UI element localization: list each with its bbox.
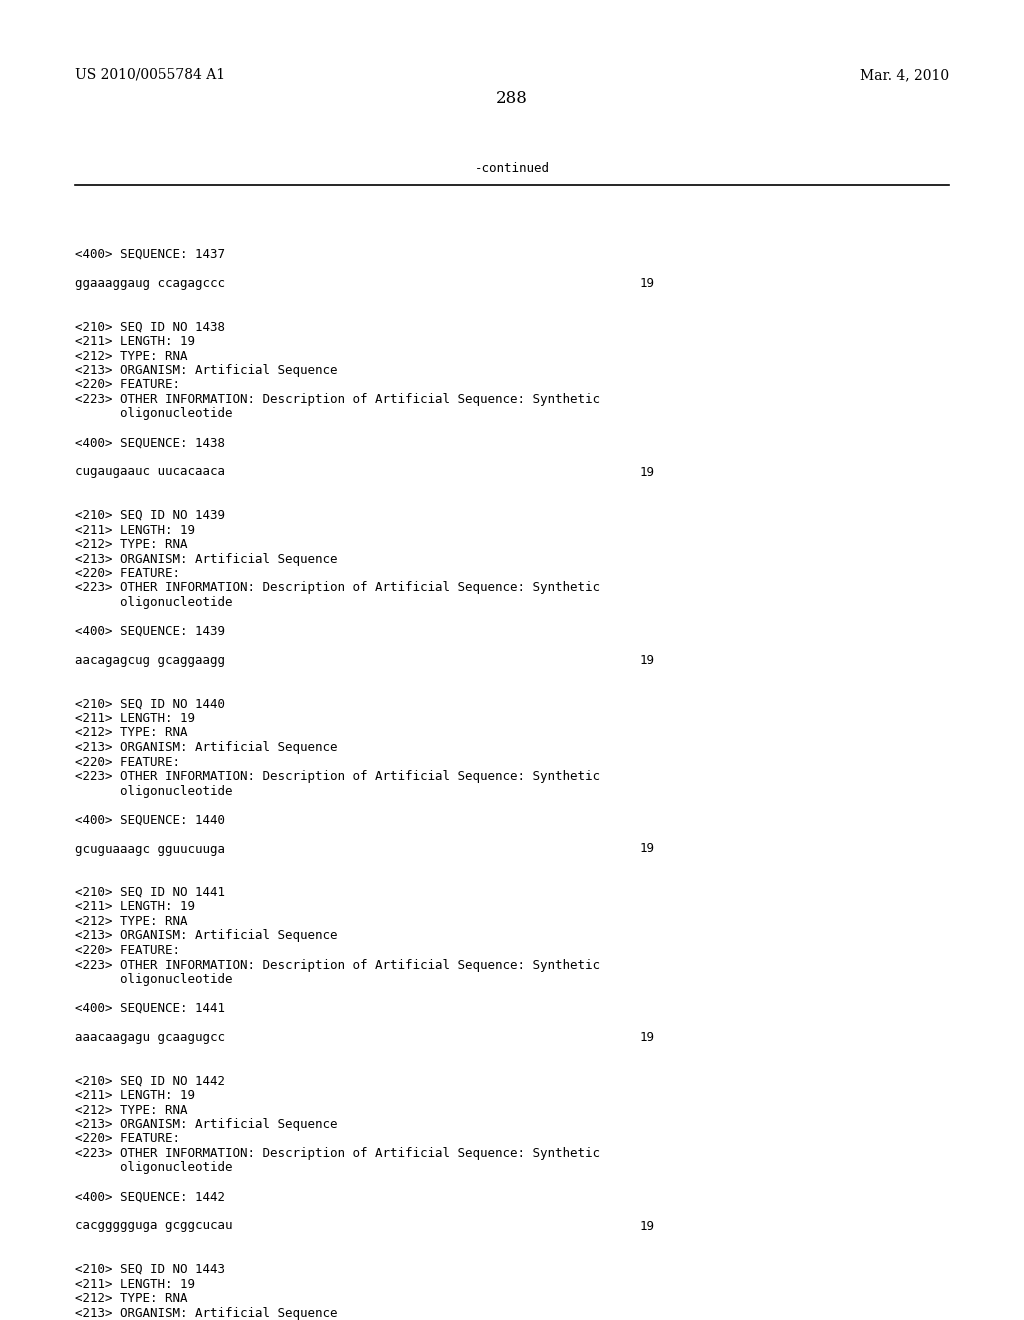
- Text: <212> TYPE: RNA: <212> TYPE: RNA: [75, 726, 187, 739]
- Text: <400> SEQUENCE: 1438: <400> SEQUENCE: 1438: [75, 437, 225, 450]
- Text: Mar. 4, 2010: Mar. 4, 2010: [860, 69, 949, 82]
- Text: <223> OTHER INFORMATION: Description of Artificial Sequence: Synthetic: <223> OTHER INFORMATION: Description of …: [75, 958, 600, 972]
- Text: aacagagcug gcaggaagg: aacagagcug gcaggaagg: [75, 653, 225, 667]
- Text: ggaaaggaug ccagagccc: ggaaaggaug ccagagccc: [75, 277, 225, 290]
- Text: <220> FEATURE:: <220> FEATURE:: [75, 755, 180, 768]
- Text: gcuguaaagc gguucuuga: gcuguaaagc gguucuuga: [75, 842, 225, 855]
- Text: <210> SEQ ID NO 1439: <210> SEQ ID NO 1439: [75, 510, 225, 521]
- Text: <212> TYPE: RNA: <212> TYPE: RNA: [75, 1104, 187, 1117]
- Text: <220> FEATURE:: <220> FEATURE:: [75, 568, 180, 579]
- Text: <212> TYPE: RNA: <212> TYPE: RNA: [75, 350, 187, 363]
- Text: <212> TYPE: RNA: <212> TYPE: RNA: [75, 915, 187, 928]
- Text: cacggggguga gcggcucau: cacggggguga gcggcucau: [75, 1220, 232, 1233]
- Text: 19: 19: [640, 653, 655, 667]
- Text: US 2010/0055784 A1: US 2010/0055784 A1: [75, 69, 225, 82]
- Text: oligonucleotide: oligonucleotide: [75, 784, 232, 797]
- Text: 19: 19: [640, 277, 655, 290]
- Text: <213> ORGANISM: Artificial Sequence: <213> ORGANISM: Artificial Sequence: [75, 364, 338, 378]
- Text: oligonucleotide: oligonucleotide: [75, 597, 232, 609]
- Text: <400> SEQUENCE: 1439: <400> SEQUENCE: 1439: [75, 624, 225, 638]
- Text: <213> ORGANISM: Artificial Sequence: <213> ORGANISM: Artificial Sequence: [75, 929, 338, 942]
- Text: <400> SEQUENCE: 1440: <400> SEQUENCE: 1440: [75, 813, 225, 826]
- Text: <210> SEQ ID NO 1438: <210> SEQ ID NO 1438: [75, 321, 225, 334]
- Text: <213> ORGANISM: Artificial Sequence: <213> ORGANISM: Artificial Sequence: [75, 553, 338, 565]
- Text: aaacaagagu gcaagugcc: aaacaagagu gcaagugcc: [75, 1031, 225, 1044]
- Text: oligonucleotide: oligonucleotide: [75, 408, 232, 421]
- Text: 19: 19: [640, 1031, 655, 1044]
- Text: <211> LENGTH: 19: <211> LENGTH: 19: [75, 1089, 195, 1102]
- Text: <210> SEQ ID NO 1441: <210> SEQ ID NO 1441: [75, 886, 225, 899]
- Text: <220> FEATURE:: <220> FEATURE:: [75, 944, 180, 957]
- Text: <400> SEQUENCE: 1442: <400> SEQUENCE: 1442: [75, 1191, 225, 1204]
- Text: <400> SEQUENCE: 1441: <400> SEQUENCE: 1441: [75, 1002, 225, 1015]
- Text: cugaugaauc uucacaaca: cugaugaauc uucacaaca: [75, 466, 225, 479]
- Text: <212> TYPE: RNA: <212> TYPE: RNA: [75, 539, 187, 550]
- Text: <213> ORGANISM: Artificial Sequence: <213> ORGANISM: Artificial Sequence: [75, 741, 338, 754]
- Text: <210> SEQ ID NO 1442: <210> SEQ ID NO 1442: [75, 1074, 225, 1088]
- Text: <211> LENGTH: 19: <211> LENGTH: 19: [75, 900, 195, 913]
- Text: <211> LENGTH: 19: <211> LENGTH: 19: [75, 1278, 195, 1291]
- Text: oligonucleotide: oligonucleotide: [75, 973, 232, 986]
- Text: <213> ORGANISM: Artificial Sequence: <213> ORGANISM: Artificial Sequence: [75, 1118, 338, 1131]
- Text: <210> SEQ ID NO 1443: <210> SEQ ID NO 1443: [75, 1263, 225, 1276]
- Text: <223> OTHER INFORMATION: Description of Artificial Sequence: Synthetic: <223> OTHER INFORMATION: Description of …: [75, 582, 600, 594]
- Text: <211> LENGTH: 19: <211> LENGTH: 19: [75, 711, 195, 725]
- Text: 19: 19: [640, 842, 655, 855]
- Text: <213> ORGANISM: Artificial Sequence: <213> ORGANISM: Artificial Sequence: [75, 1307, 338, 1320]
- Text: 19: 19: [640, 1220, 655, 1233]
- Text: 19: 19: [640, 466, 655, 479]
- Text: <220> FEATURE:: <220> FEATURE:: [75, 1133, 180, 1146]
- Text: <223> OTHER INFORMATION: Description of Artificial Sequence: Synthetic: <223> OTHER INFORMATION: Description of …: [75, 1147, 600, 1160]
- Text: 288: 288: [496, 90, 528, 107]
- Text: <211> LENGTH: 19: <211> LENGTH: 19: [75, 335, 195, 348]
- Text: <212> TYPE: RNA: <212> TYPE: RNA: [75, 1292, 187, 1305]
- Text: <220> FEATURE:: <220> FEATURE:: [75, 379, 180, 392]
- Text: <400> SEQUENCE: 1437: <400> SEQUENCE: 1437: [75, 248, 225, 261]
- Text: -continued: -continued: [474, 162, 550, 176]
- Text: <223> OTHER INFORMATION: Description of Artificial Sequence: Synthetic: <223> OTHER INFORMATION: Description of …: [75, 770, 600, 783]
- Text: oligonucleotide: oligonucleotide: [75, 1162, 232, 1175]
- Text: <210> SEQ ID NO 1440: <210> SEQ ID NO 1440: [75, 697, 225, 710]
- Text: <211> LENGTH: 19: <211> LENGTH: 19: [75, 524, 195, 536]
- Text: <223> OTHER INFORMATION: Description of Artificial Sequence: Synthetic: <223> OTHER INFORMATION: Description of …: [75, 393, 600, 407]
